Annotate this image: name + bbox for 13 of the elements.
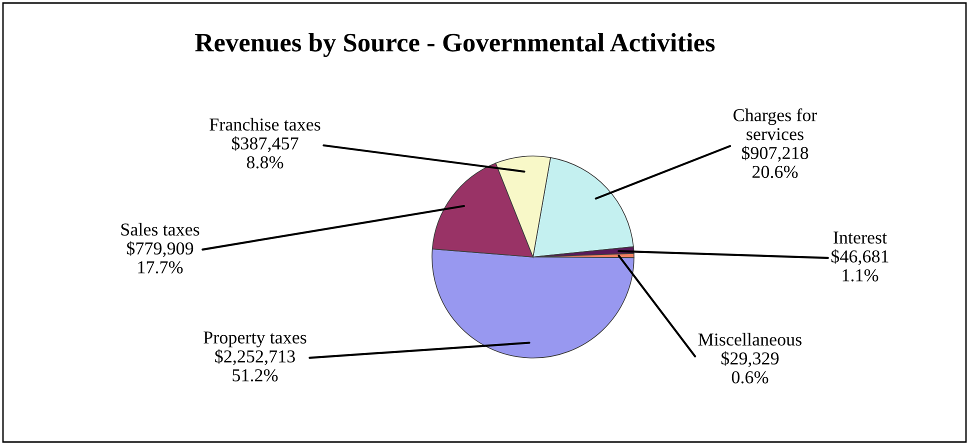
slice-label: Franchise taxes <box>210 118 320 131</box>
data-label: $29,329 0.6% <box>721 351 779 384</box>
data-label: $2,252,713 51.2% <box>215 349 295 382</box>
slice-label: Miscellaneous <box>698 332 802 346</box>
slice-label: Charges for services <box>734 108 818 140</box>
data-label: $46,681 1.1% <box>831 249 888 282</box>
data-label: $387,457 8.8% <box>232 136 298 168</box>
slice-label: Interest <box>834 232 887 244</box>
slice-label: Sales taxes <box>121 222 200 236</box>
slice-label: Property taxes <box>204 332 306 348</box>
chart-title: Revenues by Source - Governmental Activities <box>195 32 715 58</box>
data-label: $907,218 20.6% <box>742 146 808 178</box>
data-label: $779,909 17.7% <box>126 241 194 274</box>
